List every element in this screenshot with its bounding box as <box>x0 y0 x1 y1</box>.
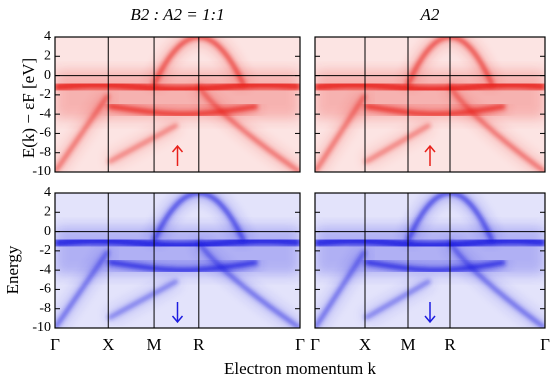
x-tick-label: R <box>444 335 456 354</box>
x-tick-label: M <box>400 335 415 354</box>
y-tick-label: -6 <box>39 126 51 141</box>
band <box>197 84 300 172</box>
y-tick-label: -2 <box>39 243 51 258</box>
heatmap <box>315 37 545 172</box>
y-tick-label: -10 <box>32 164 51 179</box>
panel-title: B2 : A2 = 1:1 <box>130 5 224 24</box>
y-tick-label: 0 <box>44 224 51 239</box>
y-tick-label: 4 <box>44 29 51 44</box>
frame <box>54 36 301 173</box>
spin-arrow-head <box>424 315 436 324</box>
band <box>55 249 110 328</box>
band <box>197 240 300 328</box>
band <box>151 37 246 87</box>
spin-arrow-head <box>424 144 436 153</box>
band <box>55 93 110 172</box>
y-tick-label: -10 <box>32 320 51 335</box>
band <box>315 249 367 328</box>
band <box>448 84 545 172</box>
frame <box>314 36 546 173</box>
x-tick-label: Γ <box>540 335 550 354</box>
band <box>405 193 495 243</box>
band <box>107 259 258 273</box>
x-tick-label: X <box>102 335 114 354</box>
band <box>448 240 545 328</box>
x-tick-label: R <box>193 335 205 354</box>
band <box>405 37 495 87</box>
y-axis-label: E(k) − εF [eV] <box>19 58 38 158</box>
band <box>364 103 506 117</box>
heatmap <box>55 37 300 172</box>
spin-arrow-head <box>171 144 184 153</box>
y-tick-label: 4 <box>44 185 51 200</box>
band <box>315 93 367 172</box>
y-tick-label: -8 <box>39 301 51 316</box>
y-tick-label: -6 <box>39 282 51 297</box>
band <box>107 123 179 165</box>
frame <box>54 192 301 329</box>
band <box>315 81 545 93</box>
band <box>55 81 300 93</box>
band <box>151 193 246 243</box>
y-axis-label: Energy <box>3 245 22 294</box>
x-tick-label: Γ <box>50 335 60 354</box>
spin-arrow-head <box>171 315 184 324</box>
y-tick-label: -8 <box>39 145 51 160</box>
y-tick-label: 2 <box>44 49 51 64</box>
heatmap <box>55 193 300 328</box>
x-tick-label: Γ <box>310 335 320 354</box>
y-tick-label: -4 <box>39 106 51 121</box>
band <box>107 103 258 117</box>
x-tick-label: X <box>359 335 371 354</box>
x-tick-label: Γ <box>295 335 305 354</box>
x-tick-label: M <box>147 335 162 354</box>
y-tick-label: -4 <box>39 262 51 277</box>
band <box>107 279 179 321</box>
band <box>315 237 545 249</box>
band <box>363 279 431 321</box>
x-axis-label: Electron momentum k <box>224 359 377 378</box>
y-tick-label: -2 <box>39 87 51 102</box>
band <box>55 237 300 249</box>
band <box>364 259 506 273</box>
y-tick-label: 2 <box>44 205 51 220</box>
band <box>363 123 431 165</box>
frame <box>314 192 546 329</box>
y-tick-label: 0 <box>44 68 51 83</box>
panel-title: A2 <box>420 5 440 24</box>
